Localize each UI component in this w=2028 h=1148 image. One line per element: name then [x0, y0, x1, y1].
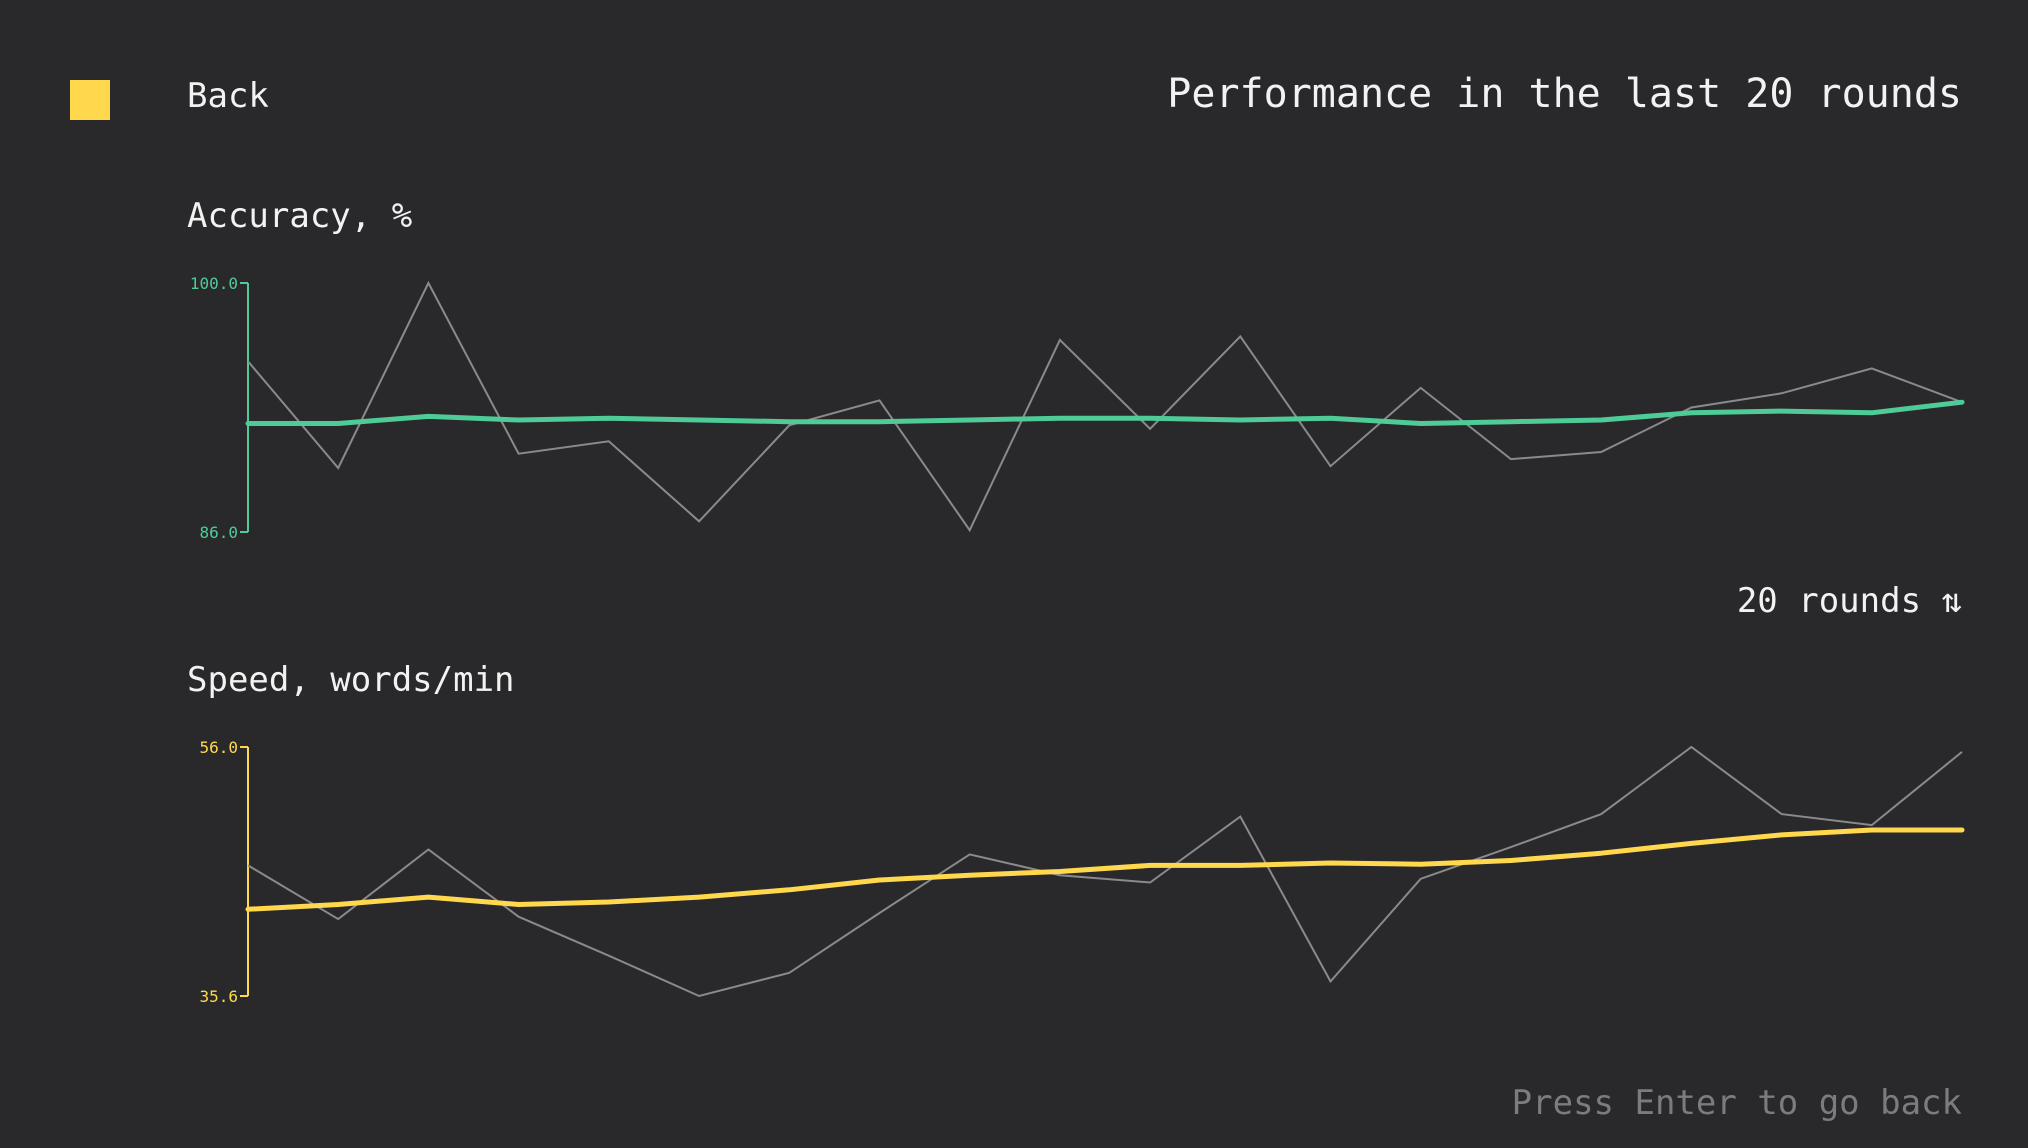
- y-tick-label-min: 35.6: [199, 987, 238, 1006]
- speed-chart-title: Speed, words/min: [187, 660, 515, 700]
- page-title: Performance in the last 20 rounds: [1167, 71, 1962, 117]
- speed-chart: 56.0 35.6: [199, 738, 1965, 1006]
- footer-hint: Press Enter to go back: [1511, 1083, 1962, 1123]
- accuracy-chart: 100.0 86.0: [190, 274, 1965, 542]
- y-tick-label-max: 56.0: [199, 738, 238, 757]
- average-series-line: [245, 827, 1965, 912]
- back-icon[interactable]: [70, 80, 110, 120]
- y-tick-label-min: 86.0: [199, 523, 238, 542]
- back-button[interactable]: Back: [187, 76, 269, 116]
- raw-series-line: [247, 745, 1963, 998]
- raw-series-line: [247, 280, 1963, 533]
- y-tick-label-max: 100.0: [190, 274, 238, 293]
- accuracy-chart-title: Accuracy, %: [187, 196, 413, 236]
- rounds-toggle-button[interactable]: 20 rounds ⇅: [1736, 581, 1962, 621]
- average-series-line: [245, 399, 1965, 426]
